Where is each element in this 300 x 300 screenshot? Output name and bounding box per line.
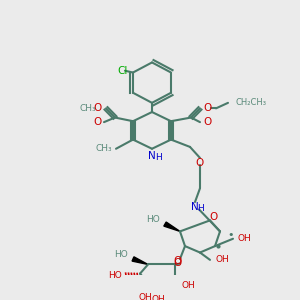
Text: O: O [203,117,211,127]
Text: H: H [198,204,204,213]
Text: OH: OH [181,281,195,290]
Text: O: O [174,256,182,266]
Text: H: H [154,153,161,162]
Text: N: N [191,202,199,212]
Text: OH: OH [238,234,252,243]
Text: Cl: Cl [118,66,128,76]
Text: CH₃: CH₃ [95,144,112,153]
Text: O: O [93,117,101,127]
Text: O: O [174,258,182,268]
Text: •: • [228,230,234,240]
Polygon shape [164,222,180,231]
Text: O: O [196,158,204,167]
Text: HO: HO [108,271,122,280]
Text: O: O [209,212,217,222]
Text: CH₃: CH₃ [80,104,96,113]
Text: OH: OH [215,255,229,264]
Text: HO: HO [114,250,128,259]
Polygon shape [132,257,148,265]
Text: OH: OH [151,295,165,300]
Text: O: O [93,103,101,113]
Text: HO: HO [146,215,160,224]
Text: N: N [148,151,156,161]
Text: CH₂CH₃: CH₂CH₃ [235,98,266,107]
Text: OH: OH [138,293,152,300]
Text: O: O [203,103,211,113]
